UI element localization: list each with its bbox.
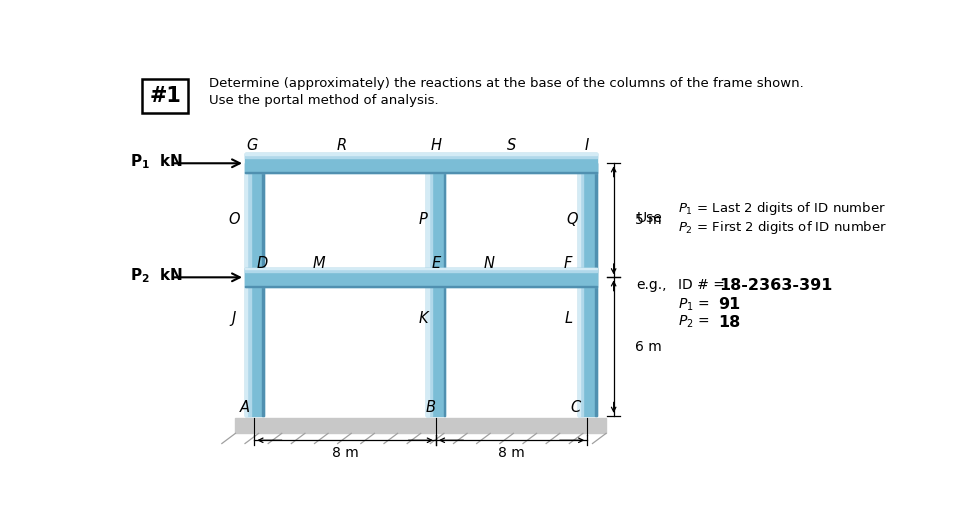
Bar	[245, 163, 264, 416]
Bar	[595, 163, 596, 416]
Bar	[245, 172, 596, 173]
Bar	[427, 163, 432, 416]
Text: #1: #1	[149, 86, 182, 106]
Text: N: N	[483, 256, 495, 270]
Text: I: I	[585, 138, 590, 153]
Text: D: D	[257, 256, 267, 270]
Text: G: G	[246, 138, 258, 153]
Text: ID # =: ID # =	[678, 278, 729, 293]
Text: e.g.,: e.g.,	[636, 278, 667, 293]
Bar	[427, 163, 445, 416]
Text: $P_1$ =: $P_1$ =	[678, 296, 711, 313]
Text: 5 m: 5 m	[634, 213, 662, 227]
Text: B: B	[426, 400, 435, 415]
Bar	[578, 163, 596, 416]
Text: P: P	[419, 212, 427, 226]
Text: $\mathbf{P_1}$  kN: $\mathbf{P_1}$ kN	[130, 153, 183, 171]
Text: A: A	[239, 400, 250, 415]
Text: 8 m: 8 m	[498, 446, 525, 460]
Text: C: C	[571, 400, 581, 415]
Text: O: O	[228, 212, 240, 226]
Text: Use the portal method of analysis.: Use the portal method of analysis.	[209, 94, 438, 107]
Text: 18: 18	[718, 315, 740, 330]
Bar	[245, 153, 596, 155]
Text: $P_2$ =: $P_2$ =	[678, 314, 711, 330]
Text: L: L	[564, 311, 572, 325]
Text: S: S	[507, 138, 516, 153]
Text: R: R	[337, 138, 346, 153]
Bar	[245, 163, 251, 416]
Bar	[235, 418, 606, 433]
Text: Q: Q	[566, 212, 578, 226]
Text: M: M	[312, 256, 325, 270]
Text: Determine (approximately) the reactions at the base of the columns of the frame : Determine (approximately) the reactions …	[209, 77, 804, 90]
Text: $\mathbf{P_2}$  kN: $\mathbf{P_2}$ kN	[130, 267, 183, 286]
Text: $P_2$ = First 2 digits of ID number: $P_2$ = First 2 digits of ID number	[678, 218, 887, 236]
Bar	[578, 163, 584, 416]
Bar	[245, 268, 596, 287]
Bar	[263, 163, 264, 416]
Text: 8 m: 8 m	[332, 446, 358, 460]
Bar	[245, 286, 596, 287]
Text: H: H	[430, 138, 441, 153]
Text: F: F	[564, 256, 573, 270]
Bar	[245, 268, 596, 269]
Bar	[245, 153, 596, 158]
Bar	[245, 153, 596, 173]
Text: K: K	[419, 311, 427, 325]
Text: J: J	[231, 311, 236, 325]
Text: E: E	[431, 256, 440, 270]
Bar	[245, 268, 596, 272]
Text: 91: 91	[718, 297, 740, 312]
Text: Use: Use	[636, 211, 662, 225]
Text: 18-2363-391: 18-2363-391	[719, 278, 833, 293]
Bar	[245, 163, 247, 416]
Bar	[578, 163, 580, 416]
Text: $P_1$ = Last 2 digits of ID number: $P_1$ = Last 2 digits of ID number	[678, 199, 886, 216]
Bar	[444, 163, 445, 416]
Text: 6 m: 6 m	[634, 340, 662, 353]
Bar	[427, 163, 428, 416]
